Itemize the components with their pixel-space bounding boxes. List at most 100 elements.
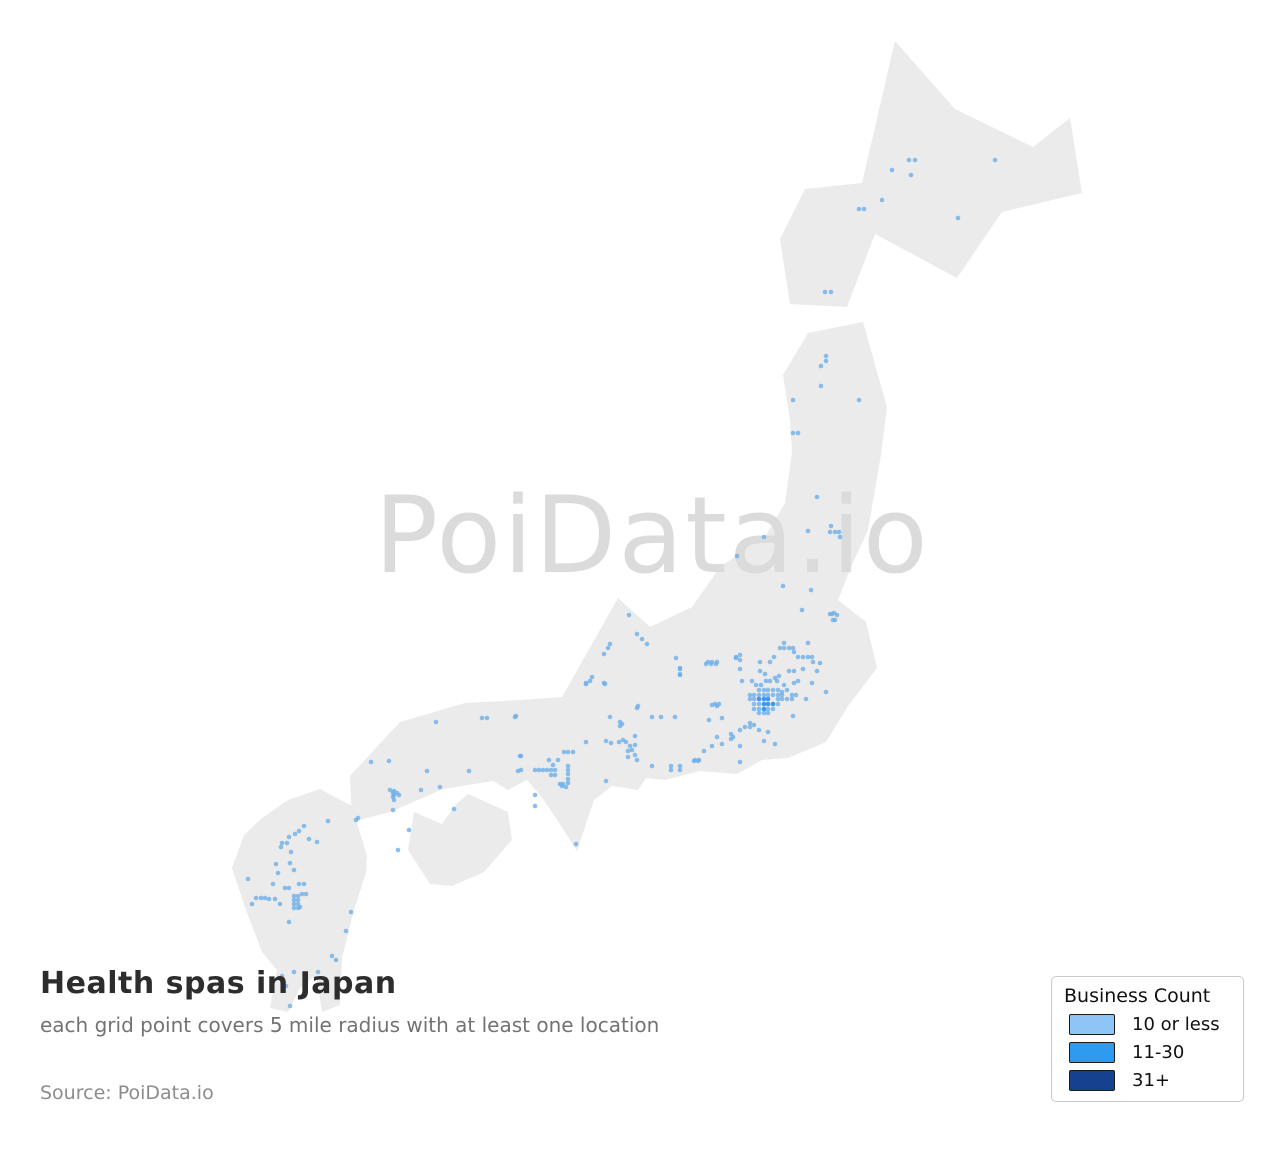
grid-dot-10-or-less bbox=[668, 763, 674, 769]
grid-dot-10-or-less bbox=[765, 710, 771, 716]
data-dots-layer bbox=[245, 157, 998, 1009]
grid-dot-10-or-less bbox=[761, 534, 767, 540]
grid-dot-10-or-less bbox=[395, 847, 401, 853]
grid-dot-10-or-less bbox=[828, 289, 834, 295]
grid-dot-10-or-less bbox=[390, 807, 396, 813]
grid-dot-10-or-less bbox=[418, 787, 424, 793]
grid-dot-10-or-less bbox=[747, 696, 753, 702]
grid-dot-10-or-less bbox=[805, 640, 811, 646]
grid-dot-10-or-less bbox=[306, 836, 312, 842]
grid-dot-10-or-less bbox=[756, 706, 762, 712]
grid-dot-10-or-less bbox=[632, 733, 638, 739]
grid-dot-10-or-less bbox=[789, 696, 795, 702]
grid-dot-10-or-less bbox=[291, 969, 297, 975]
grid-dot-10-or-less bbox=[737, 666, 743, 672]
grid-dot-10-or-less bbox=[770, 692, 776, 698]
grid-dot-10-or-less bbox=[747, 720, 753, 726]
grid-dot-10-or-less bbox=[992, 157, 998, 163]
grid-dot-10-or-less bbox=[767, 659, 773, 665]
grid-dot-10-or-less bbox=[912, 157, 918, 163]
grid-dot-10-or-less bbox=[803, 696, 809, 702]
grid-dot-10-or-less bbox=[617, 723, 623, 729]
grid-dot-10-or-less bbox=[291, 897, 297, 903]
grid-dot-10-or-less bbox=[737, 657, 743, 663]
grid-dot-10-or-less bbox=[751, 701, 757, 707]
grid-dot-10-or-less bbox=[706, 717, 712, 723]
grid-dot-10-or-less bbox=[791, 680, 797, 686]
grid-dot-10-or-less bbox=[605, 645, 611, 651]
grid-dot-10-or-less bbox=[906, 157, 912, 163]
grid-dot-10-or-less bbox=[368, 759, 374, 765]
grid-dot-11-30 bbox=[765, 696, 771, 702]
grid-dot-10-or-less bbox=[734, 553, 740, 559]
grid-dot-10-or-less bbox=[406, 827, 412, 833]
grid-dot-10-or-less bbox=[601, 680, 607, 686]
grid-dot-10-or-less bbox=[603, 778, 609, 784]
grid-dot-10-or-less bbox=[315, 969, 321, 975]
grid-dot-10-or-less bbox=[513, 713, 519, 719]
island-sado bbox=[732, 539, 759, 572]
grid-dot-10-or-less bbox=[291, 867, 297, 873]
grid-dot-10-or-less bbox=[775, 692, 781, 698]
grid-dot-10-or-less bbox=[603, 738, 609, 744]
grid-dot-10-or-less bbox=[565, 771, 571, 777]
grid-dot-10-or-less bbox=[761, 710, 767, 716]
grid-dot-10-or-less bbox=[836, 529, 842, 535]
grid-dot-10-or-less bbox=[550, 762, 556, 768]
grid-dot-10-or-less bbox=[776, 673, 782, 679]
grid-dot-10-or-less bbox=[733, 654, 739, 660]
grid-dot-10-or-less bbox=[777, 645, 783, 651]
grid-dot-10-or-less bbox=[790, 430, 796, 436]
grid-dot-10-or-less bbox=[756, 687, 762, 693]
grid-dot-10-or-less bbox=[658, 714, 664, 720]
grid-dot-10-or-less bbox=[809, 654, 815, 660]
grid-dot-10-or-less bbox=[677, 767, 683, 773]
grid-dot-10-or-less bbox=[786, 668, 792, 674]
grid-dot-10-or-less bbox=[793, 692, 799, 698]
grid-dot-10-or-less bbox=[818, 383, 824, 389]
grid-dot-10-or-less bbox=[607, 714, 613, 720]
grid-dot-10-or-less bbox=[286, 885, 292, 891]
grid-dot-10-or-less bbox=[709, 659, 715, 665]
grid-dot-10-or-less bbox=[272, 896, 278, 902]
grid-dot-10-or-less bbox=[856, 397, 862, 403]
grid-dot-10-or-less bbox=[565, 749, 571, 755]
grid-dot-10-or-less bbox=[295, 893, 301, 899]
grid-dot-11-30 bbox=[765, 701, 771, 707]
watermark-text: PoiData.io bbox=[374, 474, 930, 597]
grid-dot-10-or-less bbox=[277, 901, 283, 907]
grid-dot-10-or-less bbox=[517, 753, 523, 759]
grid-dot-10-or-less bbox=[781, 645, 787, 651]
grid-dot-10-or-less bbox=[809, 680, 815, 686]
grid-dot-10-or-less bbox=[565, 776, 571, 782]
grid-dot-10-or-less bbox=[837, 534, 843, 540]
grid-dot-10-or-less bbox=[774, 678, 780, 684]
grid-dot-10-or-less bbox=[818, 363, 824, 369]
grid-dot-10-or-less bbox=[559, 783, 565, 789]
grid-dot-10-or-less bbox=[616, 739, 622, 745]
grid-dot-10-or-less bbox=[299, 891, 305, 897]
grid-dot-10-or-less bbox=[770, 687, 776, 693]
grid-dot-10-or-less bbox=[249, 901, 255, 907]
grid-dot-10-or-less bbox=[784, 696, 790, 702]
grid-dot-10-or-less bbox=[712, 701, 718, 707]
grid-dot-10-or-less bbox=[765, 706, 771, 712]
grid-dot-10-or-less bbox=[790, 645, 796, 651]
legend-row-31-: 31+ bbox=[1064, 1070, 1231, 1091]
grid-dot-10-or-less bbox=[607, 641, 613, 647]
grid-dot-10-or-less bbox=[763, 678, 769, 684]
grid-dot-11-30 bbox=[761, 706, 767, 712]
grid-dot-10-or-less bbox=[830, 617, 836, 623]
legend-rows: 10 or less 11-30 31+ bbox=[1064, 1014, 1231, 1091]
grid-dot-10-or-less bbox=[314, 839, 320, 845]
grid-dot-10-or-less bbox=[765, 729, 771, 735]
grid-dot-10-or-less bbox=[834, 612, 840, 618]
grid-dot-10-or-less bbox=[649, 763, 655, 769]
grid-dot-10-or-less bbox=[756, 727, 762, 733]
grid-dot-10-or-less bbox=[601, 651, 607, 657]
grid-dot-10-or-less bbox=[832, 529, 838, 535]
grid-dot-10-or-less bbox=[589, 674, 595, 680]
grid-dot-10-or-less bbox=[908, 172, 914, 178]
grid-dot-10-or-less bbox=[649, 714, 655, 720]
grid-dot-10-or-less bbox=[279, 840, 285, 846]
